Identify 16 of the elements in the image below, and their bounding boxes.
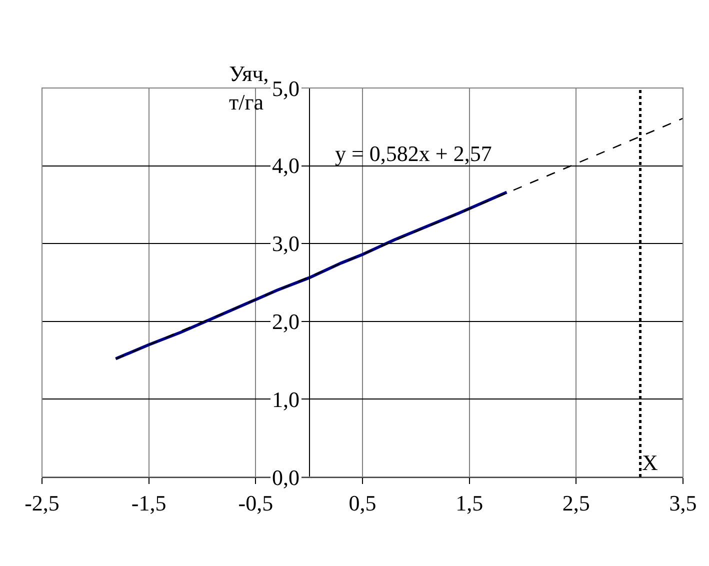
y-tick-label: 0,0 (272, 465, 300, 490)
x-tick-label: 2,5 (562, 490, 590, 516)
y-tick-label: 1,0 (272, 387, 300, 412)
x-tick-label: -0,5 (238, 490, 274, 516)
ref-line-label: X (642, 450, 658, 475)
x-tick-label: 1,5 (456, 490, 484, 516)
y-tick-label: 4,0 (272, 153, 300, 178)
annotation: y = 0,582x + 2,57 (335, 141, 492, 166)
y-axis-title: Уяч, т/га (229, 61, 269, 115)
y-tick-label: 5,0 (272, 76, 300, 101)
y-tick-label: 3,0 (272, 231, 300, 256)
x-tick-label: -2,5 (24, 490, 60, 516)
x-tick-label: 3,5 (669, 490, 697, 516)
x-tick-label: -1,5 (131, 490, 166, 516)
y-tick-label: 2,0 (272, 309, 300, 334)
x-tick-label: 0,5 (348, 490, 376, 516)
